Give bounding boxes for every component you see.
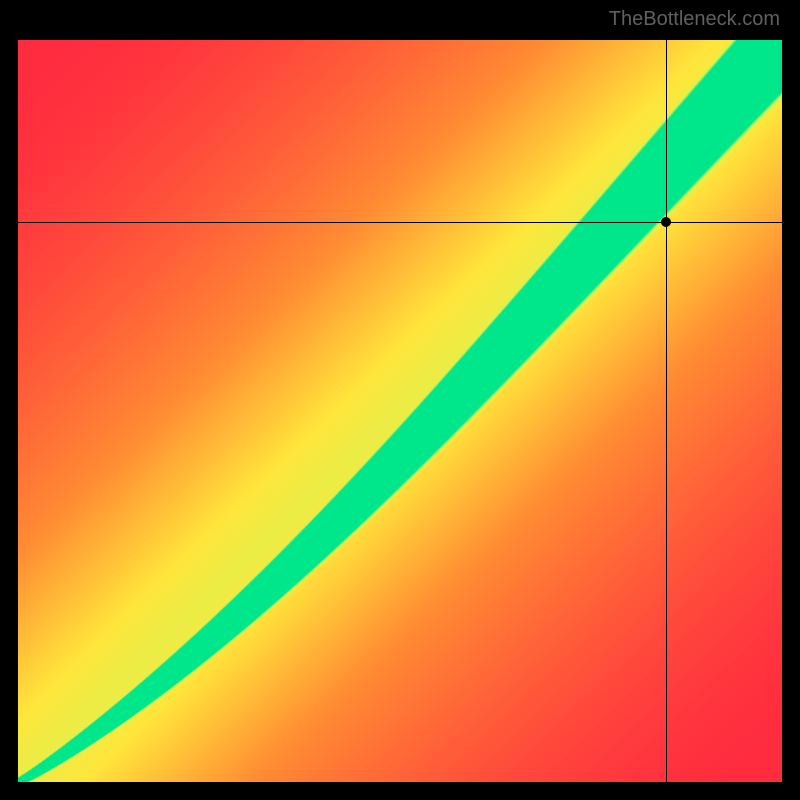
selected-point-marker — [661, 217, 671, 227]
crosshair-vertical — [666, 40, 667, 782]
watermark-text: TheBottleneck.com — [609, 8, 780, 31]
bottleneck-heatmap — [18, 40, 782, 782]
heatmap-canvas — [18, 40, 782, 782]
